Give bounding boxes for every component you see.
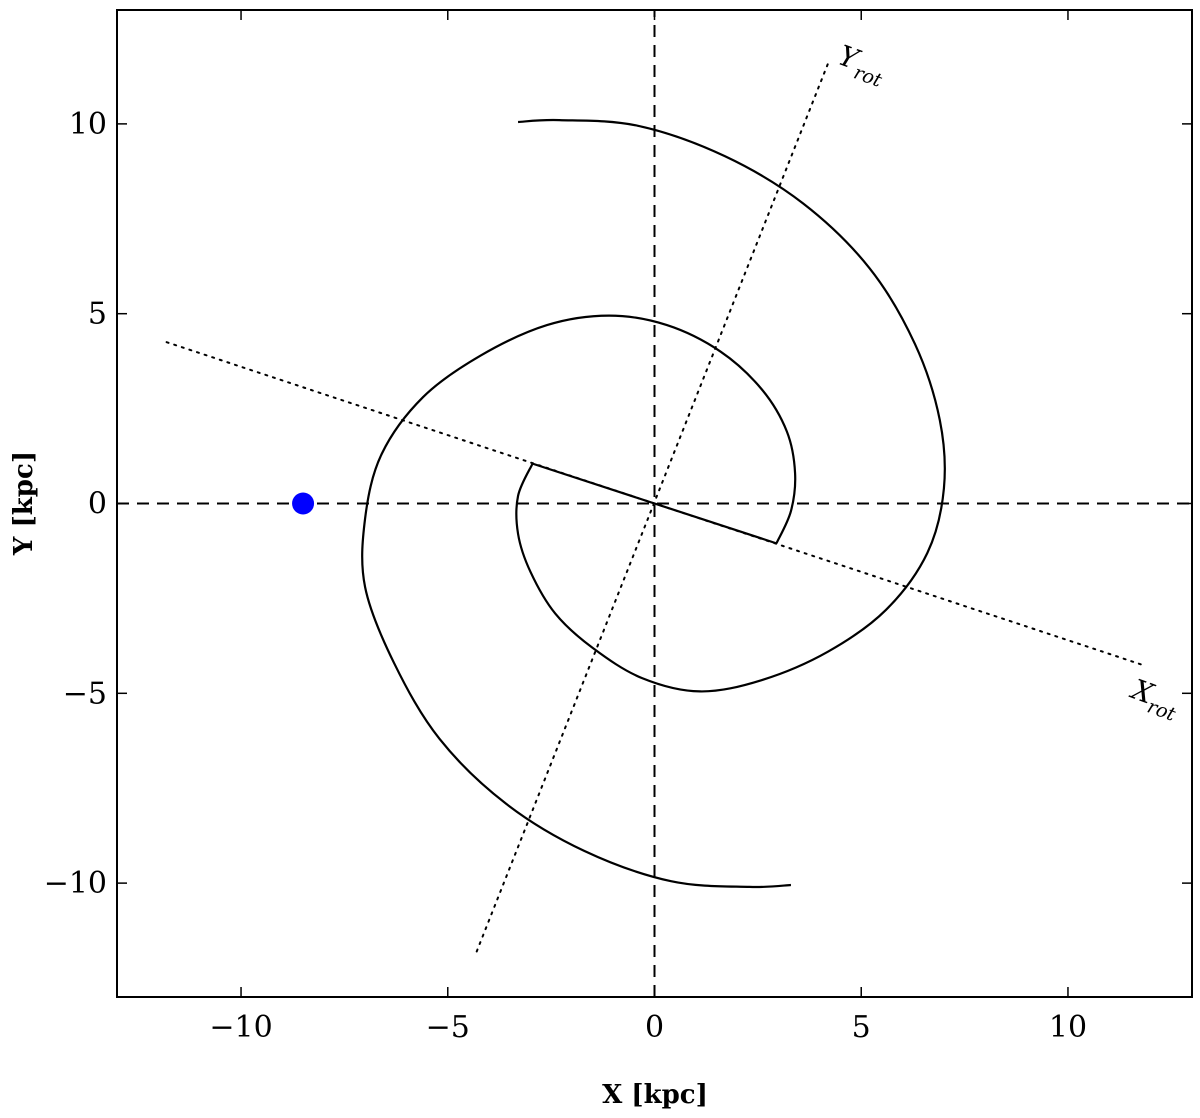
x-axis-label: X [kpc] — [602, 1080, 708, 1110]
x-tick-label: 5 — [852, 1010, 871, 1045]
x-tick-label: −10 — [209, 1010, 272, 1045]
rotated-axis-label-sub: rot — [851, 62, 885, 92]
sun-marker — [292, 492, 315, 515]
x-tick-label: −5 — [426, 1010, 470, 1045]
y-tick-label: 5 — [88, 297, 107, 332]
spiral-arm-1 — [515, 118, 946, 693]
rotated-axis-y — [475, 62, 830, 953]
spiral-arm-2 — [361, 314, 797, 889]
y-axis-label: Y [kpc] — [9, 451, 39, 556]
y-tick-label: −10 — [44, 866, 107, 901]
y-tick-label: −5 — [63, 676, 107, 711]
y-tick-label: 10 — [69, 107, 107, 142]
x-tick-label: 10 — [1049, 1010, 1087, 1045]
x-tick-label: 0 — [645, 1010, 664, 1045]
rotated-axis-label-sub: rot — [1144, 695, 1178, 725]
bar-line — [532, 462, 777, 545]
y-tick-label: 0 — [88, 487, 107, 522]
